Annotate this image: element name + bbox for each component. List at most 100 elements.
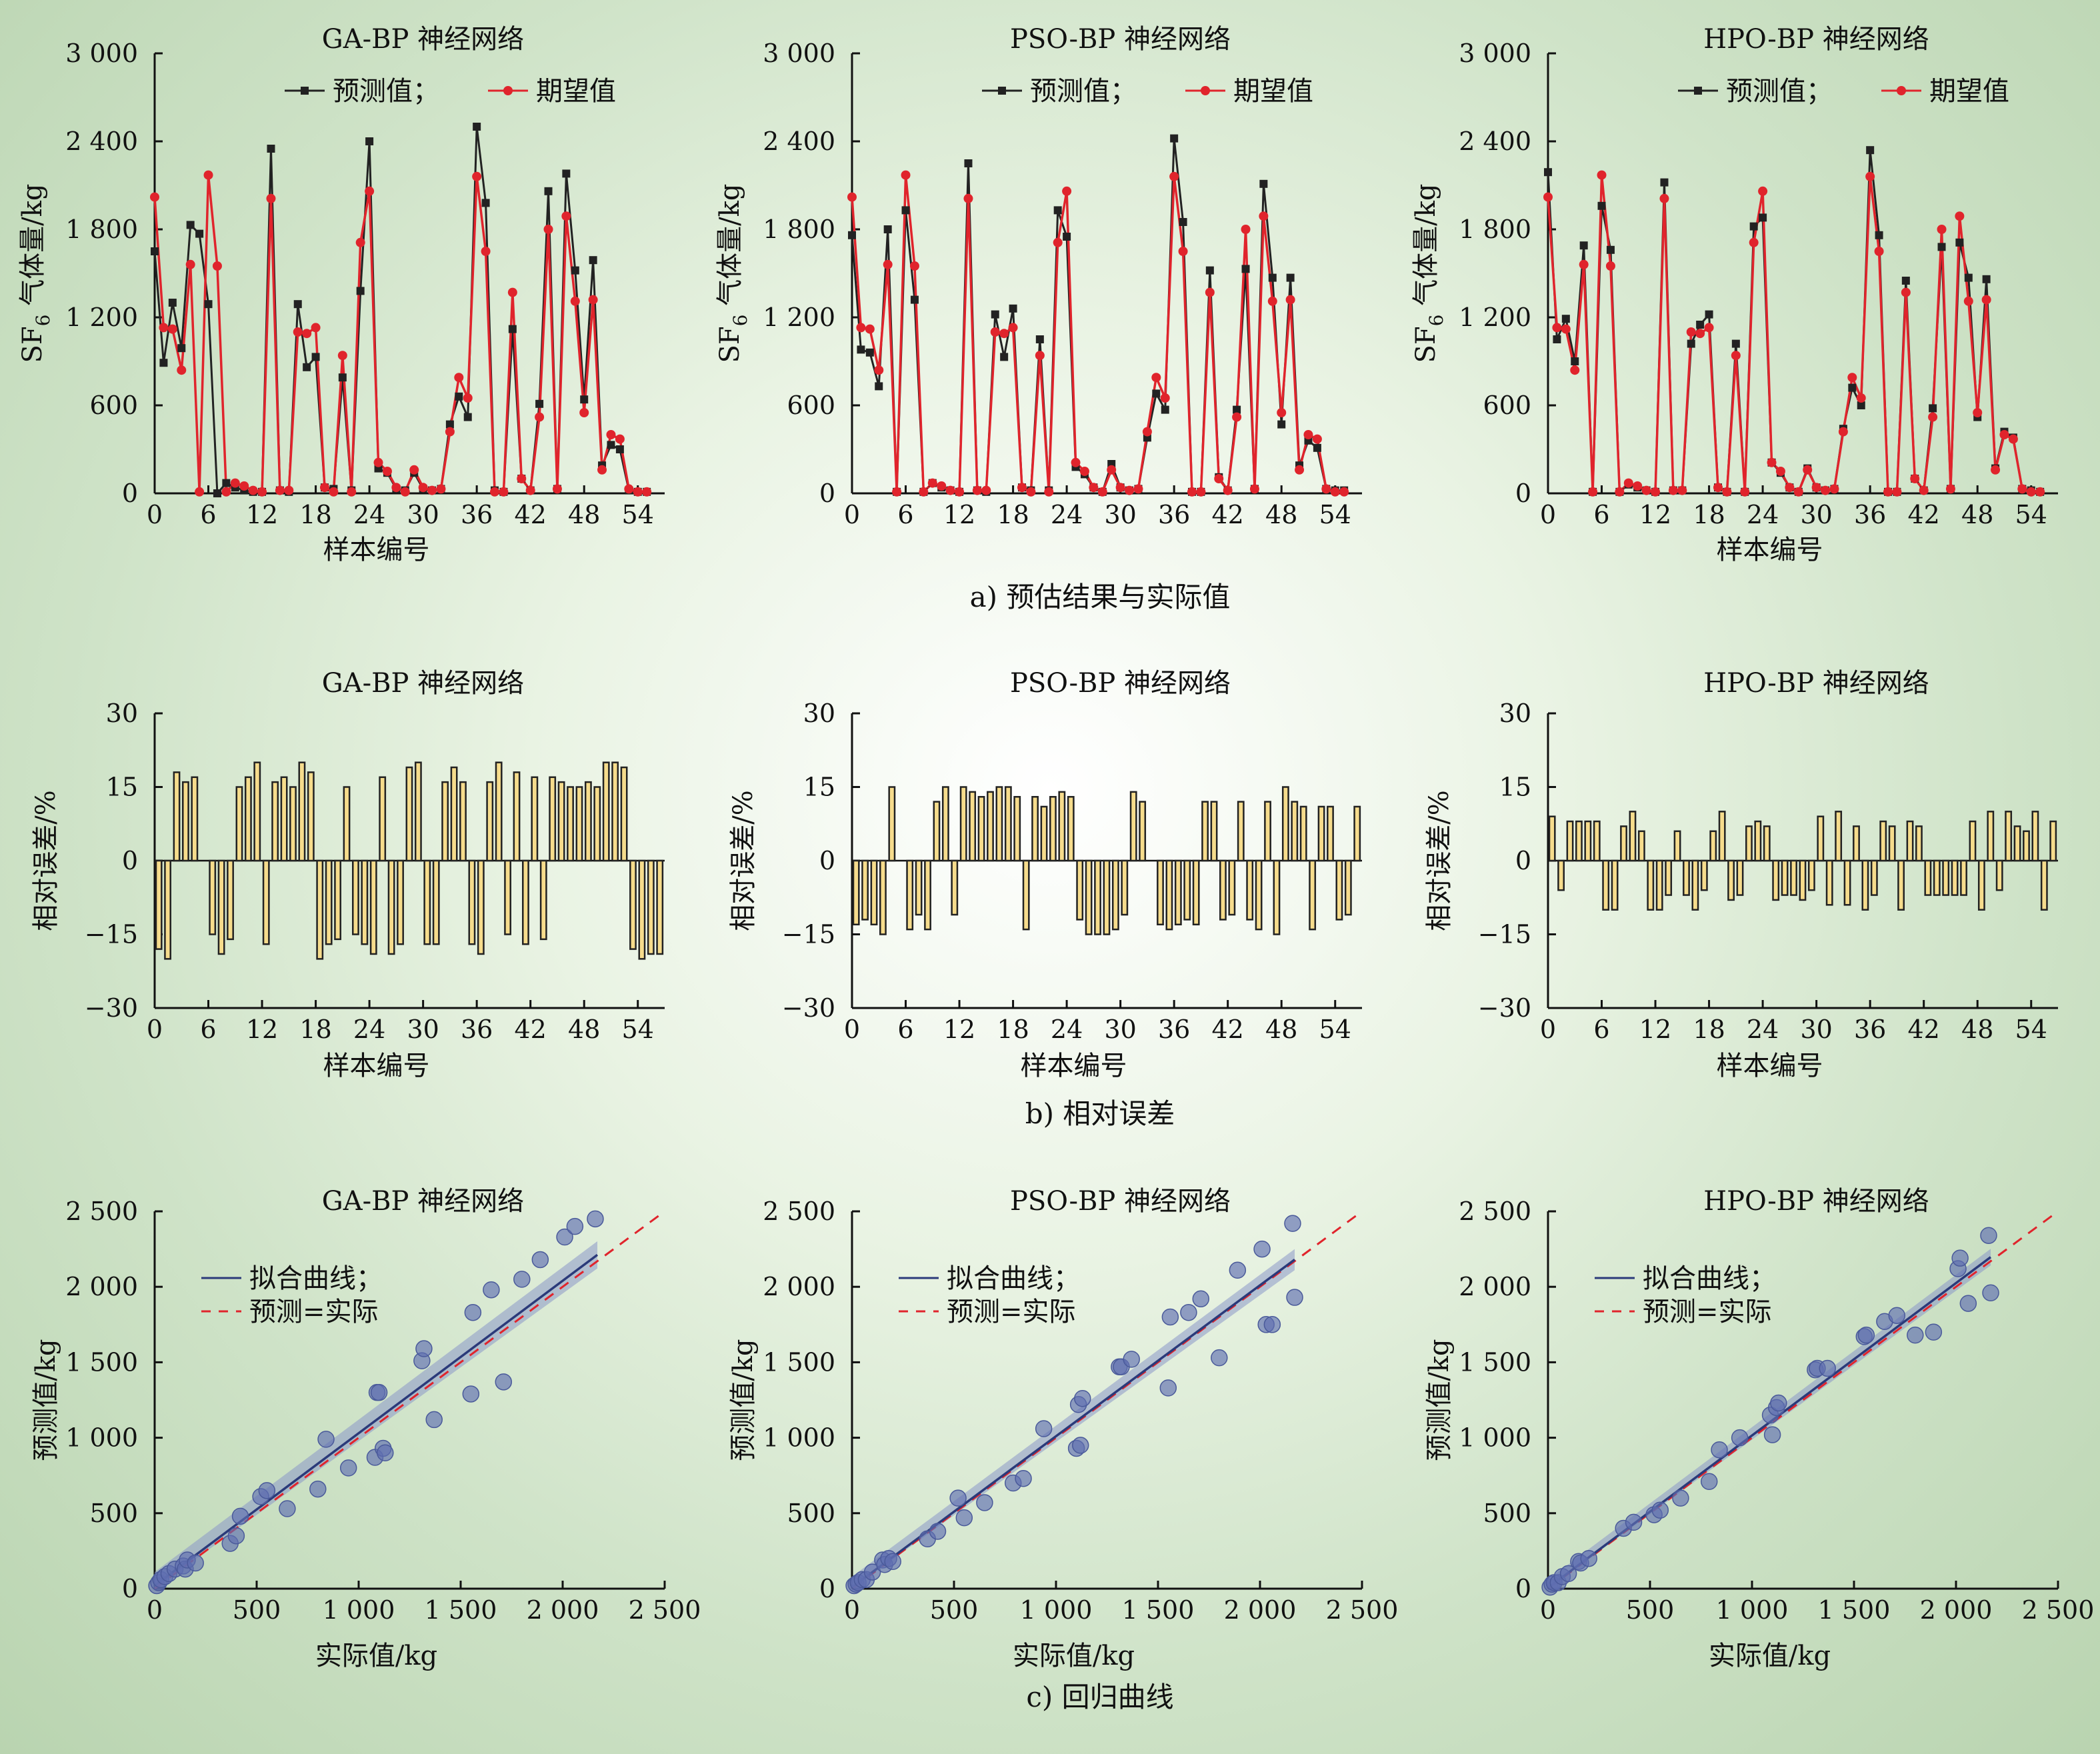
point-expected xyxy=(167,324,177,334)
error-bar xyxy=(906,859,914,931)
scatter-point xyxy=(370,1383,388,1401)
error-bar xyxy=(1987,811,1995,862)
y-tick-label: 0 xyxy=(122,479,138,508)
error-bar xyxy=(987,791,994,862)
error-bar xyxy=(1281,786,1289,862)
y-tick-label: −15 xyxy=(1478,920,1531,949)
point-expected xyxy=(597,465,607,475)
x-tick-label: 6 xyxy=(1593,1015,1609,1044)
error-bar xyxy=(1700,859,1708,891)
point-expected xyxy=(1543,192,1553,202)
point-expected xyxy=(525,485,535,495)
error-bar xyxy=(343,786,351,862)
point-predicted xyxy=(1606,245,1615,254)
error-bar xyxy=(1584,820,1592,862)
point-expected xyxy=(1339,487,1349,497)
point-predicted xyxy=(508,325,517,333)
scatter-point xyxy=(929,1523,947,1540)
point-expected xyxy=(1133,484,1143,494)
error-bar xyxy=(1843,859,1851,906)
x-tick-label: 42 xyxy=(515,1015,547,1044)
ideal-line xyxy=(1547,1210,2059,1590)
fit-line xyxy=(153,1253,599,1587)
x-axis-label: 实际值/kg xyxy=(1709,1641,1831,1671)
scatter-point xyxy=(1286,1289,1303,1306)
scatter-point xyxy=(1192,1290,1210,1308)
error-bar xyxy=(1309,859,1317,931)
error-bar xyxy=(334,859,341,941)
point-expected xyxy=(1821,485,1831,495)
x-tick-label: 6 xyxy=(897,1015,913,1044)
y-axis-label: 相对误差/% xyxy=(1424,790,1455,931)
point-expected xyxy=(159,323,169,333)
point-expected xyxy=(963,193,973,203)
error-bar xyxy=(1745,825,1753,862)
legend-label-expected: 期望值 xyxy=(1233,76,1313,107)
point-expected xyxy=(1330,487,1340,497)
y-axis-label: SF6 气体量/kg xyxy=(1411,183,1447,363)
point-expected xyxy=(919,487,929,497)
point-predicted xyxy=(445,420,454,429)
point-expected xyxy=(445,427,455,437)
x-axis-label: 样本编号 xyxy=(1021,1051,1127,1081)
x-tick-label: 30 xyxy=(1104,500,1136,529)
point-expected xyxy=(391,483,401,493)
y-tick-label: 500 xyxy=(1483,1499,1531,1528)
error-bar xyxy=(969,791,977,862)
point-predicted xyxy=(848,231,856,239)
x-axis-label: 样本编号 xyxy=(1717,1051,1823,1081)
error-bar xyxy=(1817,815,1825,862)
error-bar xyxy=(432,859,440,945)
y-axis-label: 预测值/kg xyxy=(31,1339,61,1461)
scatter-point xyxy=(1159,1379,1177,1397)
error-bar xyxy=(361,859,369,945)
error-bar xyxy=(504,859,511,935)
x-tick-label: 0 xyxy=(844,1015,860,1044)
error-bar xyxy=(352,859,359,935)
scatter-point xyxy=(464,1303,482,1321)
y-tick-label: 2 400 xyxy=(1459,127,1531,156)
error-bar xyxy=(1736,859,1744,896)
error-bar xyxy=(584,781,592,862)
point-predicted xyxy=(1053,206,1062,215)
point-expected xyxy=(499,487,509,497)
y-tick-label: 0 xyxy=(819,846,835,875)
y-tick-label: 500 xyxy=(787,1499,835,1528)
x-tick-label: 18 xyxy=(1693,500,1725,529)
point-predicted xyxy=(1561,315,1570,323)
point-predicted xyxy=(303,363,311,371)
point-expected xyxy=(257,487,267,497)
error-bar xyxy=(951,859,959,916)
error-bar xyxy=(531,776,539,862)
y-axis-label: 预测值/kg xyxy=(1424,1339,1455,1461)
scatter-point xyxy=(1672,1489,1689,1507)
point-predicted xyxy=(1955,238,1964,247)
x-tick-label: 24 xyxy=(1051,500,1083,529)
scatter-point xyxy=(1559,1565,1577,1583)
x-tick-label: 54 xyxy=(2015,1015,2047,1044)
error-bar xyxy=(513,771,521,862)
point-predicted xyxy=(865,348,874,357)
scatter-point xyxy=(1700,1473,1718,1491)
point-expected xyxy=(248,485,258,495)
point-expected xyxy=(579,408,589,417)
point-expected xyxy=(320,483,329,493)
x-tick-label: 18 xyxy=(997,500,1029,529)
point-expected xyxy=(1142,427,1152,437)
x-tick-label: 54 xyxy=(2015,500,2047,529)
point-expected xyxy=(347,487,357,497)
point-expected xyxy=(1115,483,1125,493)
error-bar xyxy=(262,859,270,945)
point-expected xyxy=(1991,465,2001,475)
point-expected xyxy=(365,186,375,196)
point-predicted xyxy=(1901,277,1910,285)
x-tick-label: 42 xyxy=(1212,1015,1244,1044)
y-tick-label: 30 xyxy=(1499,699,1531,728)
point-predicted xyxy=(222,479,231,487)
x-tick-label: 30 xyxy=(407,500,439,529)
scatter-point xyxy=(1015,1469,1032,1487)
error-bar xyxy=(1121,859,1129,916)
error-bar xyxy=(539,859,547,941)
x-axis-label: 实际值/kg xyxy=(315,1641,437,1671)
error-bar xyxy=(1031,795,1039,862)
